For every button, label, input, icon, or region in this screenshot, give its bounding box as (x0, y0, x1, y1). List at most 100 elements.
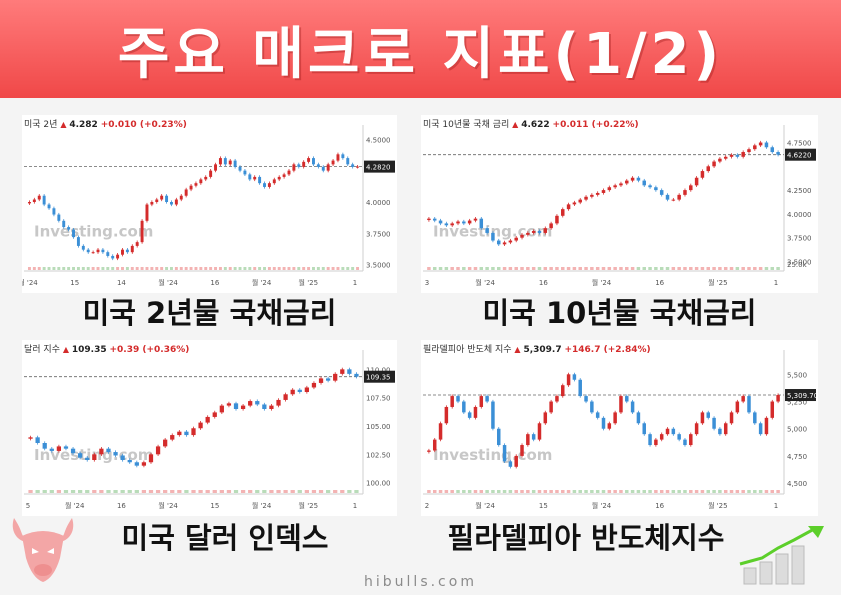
chart-header: 미국 10년물 국채 금리 ▲ 4.622 +0.011 (+0.22%) (423, 117, 639, 130)
volume-bar (578, 490, 582, 493)
volume-bar (450, 490, 454, 493)
x-tick-label: 14 (117, 279, 126, 287)
volume-bar (356, 267, 360, 270)
candle-body (619, 396, 623, 413)
x-tick-label: 월 '24 (592, 278, 612, 287)
candle-body (228, 160, 232, 165)
candle-body (531, 434, 536, 440)
candle-body (590, 194, 594, 197)
growth-chart-icon (739, 526, 824, 585)
y-tick-label: 5,500 (787, 371, 807, 379)
volume-bar (92, 490, 97, 493)
investing-watermark: Investing.com (433, 446, 552, 464)
volume-bar (741, 490, 745, 493)
volume-bar (497, 267, 501, 270)
candle-body (233, 160, 237, 167)
y-tick-label: 5,250 (787, 399, 807, 407)
last-price: 109.35 (71, 345, 107, 355)
volume-bar (438, 267, 443, 270)
candle-body (497, 428, 501, 446)
candle-body (572, 202, 577, 205)
candle-body (347, 369, 352, 374)
volume-bar (689, 490, 693, 493)
candle-body (537, 231, 542, 233)
volume-bar (706, 490, 710, 493)
volume-bar (526, 267, 530, 270)
volume-bar (205, 490, 210, 493)
chart-panel-sox: Investing.com 5,500 5,250 5,000 4,750 4,500 5,… (421, 340, 818, 516)
x-tick-label: 15 (539, 502, 548, 510)
volume-bar (297, 267, 301, 270)
x-tick-label: 월 '24 (158, 501, 178, 510)
volume-bar (456, 490, 460, 493)
instrument-name: 미국 10년물 국채 금리 (423, 120, 510, 130)
volume-bar (671, 267, 676, 270)
candle-body (753, 145, 757, 150)
volume-bar (467, 267, 472, 270)
volume-bar (67, 267, 71, 270)
volume-bar (347, 490, 352, 493)
volume-bar (444, 267, 449, 270)
volume-bar (555, 490, 559, 493)
volume-bar (121, 267, 124, 270)
last-price: 4.282 (69, 120, 98, 130)
candle-body (514, 237, 518, 241)
candle-body (497, 240, 501, 245)
candle-body (199, 179, 203, 184)
x-tick-label: 16 (117, 502, 126, 510)
candle-body (590, 401, 594, 413)
candle-body (63, 446, 69, 449)
volume-bar (321, 267, 325, 270)
candle-body (776, 395, 780, 402)
volume-bar (297, 490, 302, 493)
candle-body (113, 452, 118, 456)
volume-bar (57, 267, 61, 270)
candle-body (243, 170, 247, 175)
candle-body (613, 412, 617, 424)
y-tick-label: 4,750 (787, 453, 807, 461)
volume-bar (49, 490, 54, 493)
candle-body (438, 423, 443, 440)
candle-body (659, 190, 664, 195)
candle-body (491, 401, 495, 429)
volume-bar (253, 267, 257, 270)
volume-bar (735, 267, 740, 270)
volume-bar (86, 267, 90, 270)
candle-body (718, 428, 722, 435)
candle-body (578, 379, 582, 397)
price-change: +146.7 (+2.84%) (564, 345, 651, 355)
volume-bar (770, 490, 775, 493)
volume-bar (625, 490, 629, 493)
candle-body (636, 412, 641, 424)
volume-bar (619, 267, 623, 270)
candle-body (520, 234, 524, 238)
candle-body (595, 412, 600, 418)
candle-body (174, 199, 178, 205)
volume-bar (764, 490, 769, 493)
volume-bar (346, 267, 350, 270)
candle-body (135, 242, 139, 246)
volume-bar (601, 267, 606, 270)
volume-bar (341, 267, 345, 270)
volume-bar (718, 267, 722, 270)
y-tick-label: 3.5000 (366, 262, 391, 270)
candle-body (718, 158, 722, 162)
volume-bar (243, 267, 247, 270)
volume-bar (194, 267, 198, 270)
candle-body (297, 389, 302, 392)
candle-body (456, 221, 460, 224)
candle-body (155, 199, 159, 202)
candle-body (689, 434, 693, 446)
volume-bar (170, 490, 175, 493)
volume-bar (561, 490, 565, 493)
x-tick-label: 15 (70, 279, 79, 287)
volume-bar (226, 490, 232, 493)
volume-bar (42, 267, 46, 270)
volume-bar (228, 267, 232, 270)
volume-bar (37, 267, 41, 270)
volume-bar (502, 267, 507, 270)
y-tick-label: 102.50 (366, 451, 391, 459)
candle-body (526, 434, 530, 446)
volume-bar (333, 490, 338, 493)
chart-us2y: Investing.com 4.5000 4.0000 3.7500 3.5000 4.2… (22, 115, 397, 293)
